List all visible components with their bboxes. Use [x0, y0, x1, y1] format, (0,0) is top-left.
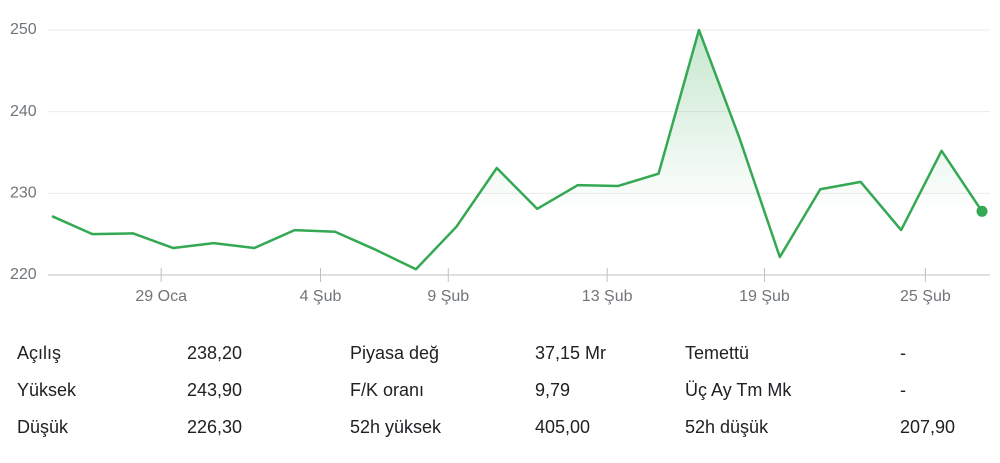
stats-row: Açılış 238,20 Piyasa değ 37,15 Mr Temettü - — [0, 335, 1000, 372]
stat-value: 226,30 — [187, 417, 243, 437]
last-point — [976, 205, 988, 217]
x-tick-label: 13 Şub — [582, 288, 633, 305]
stat-label: 52h düşük — [685, 417, 769, 437]
y-tick-label: 240 — [10, 103, 37, 120]
stat-value: - — [900, 380, 906, 400]
stat-label: Açılış — [17, 343, 62, 363]
stat-label: Temettü — [685, 343, 750, 363]
stat-value: 243,90 — [187, 380, 243, 400]
stat-label: Üç Ay Tm Mk — [685, 380, 792, 400]
stat-value: - — [900, 343, 906, 363]
stat-label: 52h yüksek — [350, 417, 442, 437]
stat-label: Yüksek — [17, 380, 77, 400]
chart: 220 230 240 250 29 Oca 4 Şub 9 Şub 13 Şub 19 Şub… — [10, 21, 990, 305]
y-tick-label: 230 — [10, 185, 37, 202]
stat-label: F/K oranı — [350, 380, 425, 400]
y-tick-label: 250 — [10, 21, 37, 38]
x-tick-label: 9 Şub — [427, 288, 469, 305]
stats-row: Yüksek 243,90 F/K oranı 9,79 Üç Ay Tm Mk - — [0, 372, 1000, 409]
stat-value: 37,15 Mr — [535, 343, 607, 363]
stat-value: 207,90 — [900, 417, 956, 437]
line — [51, 28, 984, 271]
area — [52, 30, 982, 275]
x-tick-label: 19 Şub — [739, 288, 790, 305]
stat-value: 238,20 — [187, 343, 243, 363]
stats-table: Açılış 238,20 Piyasa değ 37,15 Mr Temettü - Yü… — [0, 335, 1000, 446]
stat-value: 405,00 — [535, 417, 591, 437]
x-tick-label: 29 Oca — [135, 288, 187, 305]
stat-label: Düşük — [17, 417, 69, 437]
stat-label: Piyasa değ — [350, 343, 440, 363]
y-tick-label: 220 — [10, 266, 37, 283]
stat-value: 9,79 — [535, 380, 571, 400]
stats-row: Düşük 226,30 52h yüksek 405,00 52h düşük 207,… — [0, 409, 1000, 446]
x-tick-label: 4 Şub — [300, 288, 342, 305]
x-tick-label: 25 Şub — [900, 288, 951, 305]
